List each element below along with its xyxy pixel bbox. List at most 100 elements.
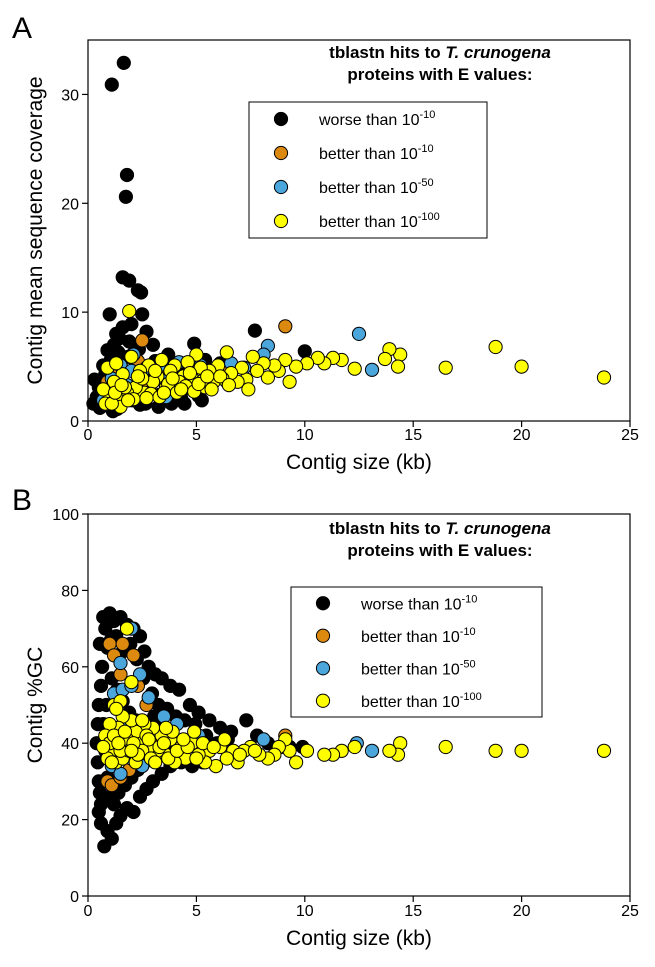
panel-b-points (89, 606, 612, 854)
panel-a-legend-title-line2: proteins with E values: (347, 65, 532, 84)
legend-label: better than 10-50 (361, 658, 476, 678)
data-point (299, 743, 315, 758)
y-tick-label: 0 (70, 889, 79, 906)
data-point (114, 378, 129, 393)
y-tick-label: 80 (61, 583, 79, 600)
data-point (135, 713, 150, 728)
data-point (104, 77, 119, 92)
y-tick-label: 0 (70, 414, 79, 431)
panel-b-chart: 0 5 10 15 20 25 0 20 40 60 80 100 Contig size (kb) Co… (24, 507, 639, 950)
data-point (245, 349, 260, 364)
data-point (317, 747, 332, 762)
panel-b-series-3 (96, 621, 612, 774)
legend-marker (273, 111, 289, 127)
data-point (488, 743, 503, 758)
y-tick-label: 20 (61, 196, 79, 213)
panel-a-series-3 (96, 304, 612, 414)
data-point (241, 382, 256, 397)
data-point (112, 331, 127, 346)
x-tick-label: 0 (84, 903, 93, 920)
legend-label: better than 10-100 (319, 211, 440, 231)
legend-marker (315, 693, 331, 708)
data-point (124, 743, 139, 758)
data-point (154, 352, 169, 368)
data-point (117, 724, 133, 739)
data-point (217, 732, 232, 747)
panel-b-y-axis-title: Contig %GC (24, 647, 47, 764)
panel-b-plot-frame (87, 513, 631, 897)
data-point (141, 732, 156, 747)
data-point (232, 747, 247, 762)
legend-marker (273, 145, 289, 161)
data-point (206, 739, 221, 755)
data-point (111, 736, 126, 751)
data-point (176, 732, 191, 747)
data-point (250, 363, 265, 378)
y-tick-label: 60 (61, 660, 79, 677)
x-tick-label: 15 (404, 427, 422, 444)
data-point (278, 319, 293, 334)
data-point (377, 351, 393, 367)
data-point (256, 732, 271, 747)
data-point (113, 655, 128, 671)
data-point (109, 701, 124, 716)
data-point (438, 360, 453, 375)
data-point (118, 189, 134, 204)
data-point (260, 370, 275, 385)
panel-b-x-axis-title: Contig size (kb) (286, 927, 432, 950)
data-point (382, 743, 397, 758)
data-point (596, 370, 612, 385)
legend-label: worse than 10-10 (360, 593, 477, 613)
data-point (119, 621, 135, 636)
x-tick-label: 10 (296, 903, 314, 920)
data-point (200, 369, 215, 384)
data-point (119, 167, 135, 183)
x-tick-label: 15 (404, 903, 422, 920)
data-point (104, 831, 119, 846)
legend-label: better than 10-100 (361, 691, 482, 711)
data-point (148, 755, 163, 770)
data-point (121, 393, 136, 408)
data-point (96, 739, 111, 755)
panel-a-x-axis-title: Contig size (kb) (286, 451, 432, 474)
data-point (124, 675, 139, 690)
data-point (187, 724, 202, 739)
y-tick-label: 20 (61, 813, 79, 830)
data-point (95, 659, 110, 674)
data-point (297, 344, 312, 359)
panel-b-legend-title-line2: proteins with E values: (347, 541, 532, 560)
data-point (221, 378, 236, 393)
data-point (438, 739, 453, 755)
data-point (596, 743, 612, 758)
panel-a-points (86, 55, 612, 419)
data-point (148, 363, 163, 378)
data-point (390, 359, 406, 374)
data-point (130, 369, 145, 384)
legend-label: better than 10-50 (319, 177, 434, 197)
data-point (141, 690, 156, 705)
data-point (289, 359, 304, 374)
data-point (364, 743, 380, 758)
legend-marker (315, 661, 331, 676)
data-point (96, 382, 111, 397)
legend-marker (315, 628, 331, 643)
data-point (115, 636, 130, 652)
legend-marker (273, 213, 289, 229)
data-point (282, 374, 297, 389)
data-point (158, 720, 174, 736)
data-point (219, 751, 234, 766)
data-point (91, 804, 106, 820)
panel-a-chart: 0 5 10 15 20 25 0 10 20 30 Contig size (kb) Contig … (24, 39, 639, 474)
legend-label: worse than 10-10 (318, 109, 435, 129)
x-tick-label: 20 (513, 427, 531, 444)
data-point (239, 713, 254, 728)
data-point (182, 366, 197, 381)
x-tick-label: 5 (192, 903, 201, 920)
panel-b-letter: B (12, 484, 32, 517)
x-tick-label: 25 (621, 903, 639, 920)
data-point (102, 307, 117, 322)
x-tick-label: 20 (513, 903, 531, 920)
legend-marker (273, 179, 289, 195)
data-point (514, 743, 529, 758)
